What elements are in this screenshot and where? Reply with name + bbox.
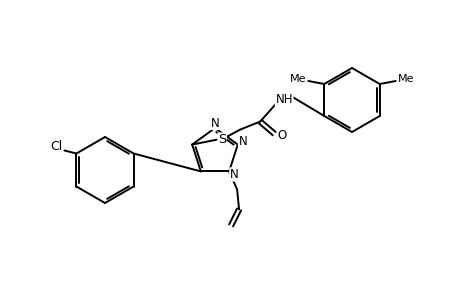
Text: S: S — [218, 133, 226, 146]
Text: Me: Me — [290, 74, 306, 84]
Text: Cl: Cl — [50, 140, 62, 153]
Text: N: N — [238, 135, 246, 148]
Text: O: O — [277, 129, 286, 142]
Text: NH: NH — [275, 93, 292, 106]
Text: N: N — [229, 168, 238, 181]
Text: Me: Me — [397, 74, 413, 84]
Text: N: N — [210, 116, 219, 130]
